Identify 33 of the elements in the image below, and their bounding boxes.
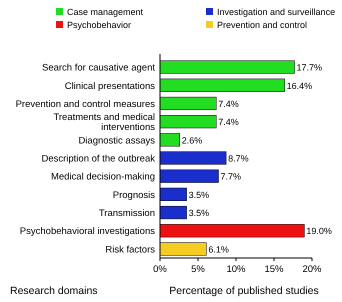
legend-label: Investigation and surveillance bbox=[217, 7, 336, 17]
y-tick-label: Risk factors bbox=[105, 244, 156, 256]
y-tick-label: Prognosis bbox=[112, 190, 156, 201]
y-tick-label: Psychobehavioral investigations bbox=[20, 226, 156, 238]
data-label: 17.7% bbox=[296, 62, 322, 73]
data-label: 7.7% bbox=[220, 172, 242, 182]
x-tick-label: 5% bbox=[191, 264, 206, 275]
legend-label: Case management bbox=[67, 7, 144, 17]
y-tick-label: Description of the outbreak bbox=[41, 154, 156, 164]
y-tick-label: Search for causative agent bbox=[42, 62, 156, 74]
legend-label: Psychobehavior bbox=[67, 20, 132, 30]
legend-label: Prevention and control bbox=[217, 20, 308, 30]
x-tick-label: 0% bbox=[153, 264, 168, 275]
data-label: 16.4% bbox=[286, 80, 312, 91]
data-label: 7.4% bbox=[218, 117, 239, 128]
x-tick-label: 10% bbox=[226, 264, 246, 275]
data-label: 7.4% bbox=[218, 98, 239, 109]
data-label: 3.5% bbox=[188, 208, 210, 218]
data-label: 19.0% bbox=[306, 226, 332, 236]
data-label: 6.1% bbox=[208, 244, 229, 254]
y-tick-label: Medical decision-making bbox=[50, 172, 155, 183]
x-tick-label: 20% bbox=[302, 264, 322, 275]
y-tick-label: Diagnostic assays bbox=[78, 135, 156, 146]
y-axis-title: Research domains bbox=[10, 285, 98, 297]
data-label: 3.5% bbox=[188, 190, 210, 200]
x-tick-label: 15% bbox=[264, 264, 284, 275]
y-tick-label: Treatments and medical interventions bbox=[53, 112, 156, 134]
y-tick-label: Transmission bbox=[98, 208, 155, 220]
data-label: 2.6% bbox=[182, 135, 202, 146]
y-tick-label: Clinical presentations bbox=[64, 80, 156, 92]
data-label: 8.7% bbox=[228, 154, 249, 164]
x-axis-title: Percentage of published studies bbox=[169, 285, 319, 297]
y-tick-label: Prevention and control measures bbox=[16, 98, 156, 110]
